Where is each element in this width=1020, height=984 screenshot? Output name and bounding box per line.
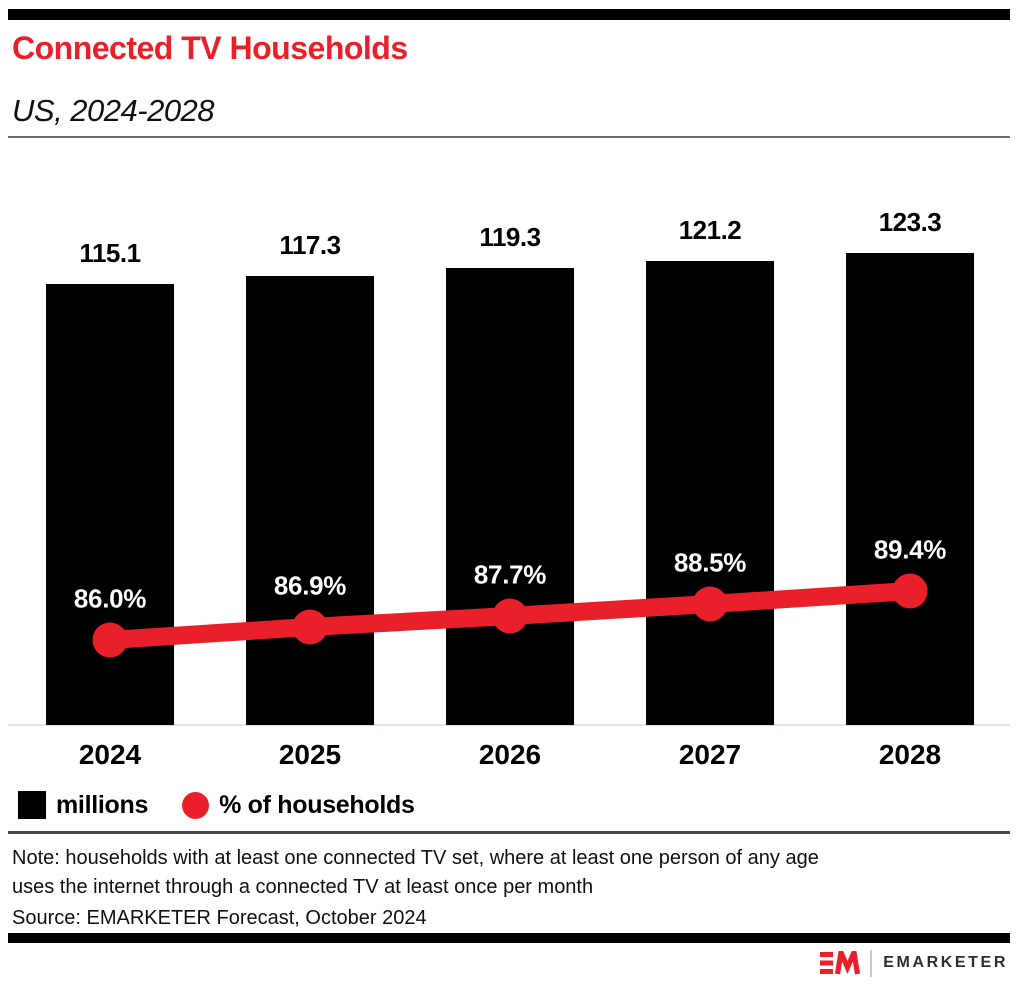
x-axis-label: 2025 — [278, 739, 342, 770]
bar-value-label: 119.3 — [479, 222, 541, 252]
line-point-label: 86.9% — [273, 570, 347, 601]
header-divider — [8, 136, 1010, 138]
bar-value-label: 115.1 — [79, 238, 141, 268]
brand-footer: EMARKETER — [820, 948, 1008, 978]
bar-2028 — [846, 253, 974, 725]
chart-legend: millions % of households — [18, 790, 415, 820]
line-point-label: 87.7% — [473, 559, 547, 590]
bar-2026 — [446, 268, 574, 725]
chart-source: Source: EMARKETER Forecast, October 2024 — [12, 907, 427, 929]
emarketer-logo-icon — [820, 951, 861, 975]
chart-note: Note: households with at least one conne… — [12, 844, 819, 902]
brand-wordmark: EMARKETER — [883, 954, 1008, 971]
legend-label-millions: millions — [56, 790, 149, 819]
page-subtitle: US, 2024-2028 — [12, 93, 215, 128]
bar-2024 — [46, 284, 174, 725]
logo-divider — [870, 949, 873, 977]
bar-value-label: 123.3 — [878, 207, 942, 237]
x-axis-label: 2028 — [878, 739, 942, 770]
bar-2025 — [246, 276, 374, 725]
note-line-2: uses the internet through a connected TV… — [12, 876, 594, 898]
legend-label-percent: % of households — [219, 790, 415, 819]
bar-value-label: 121.2 — [678, 215, 742, 245]
note-line-1: Note: households with at least one conne… — [12, 847, 819, 869]
x-axis-label: 2024 — [78, 739, 142, 770]
footer-divider — [8, 831, 1010, 834]
line-point-label: 88.5% — [673, 547, 747, 578]
bar-2027 — [646, 261, 774, 725]
top-accent-bar — [8, 9, 1010, 20]
x-axis-label: 2027 — [678, 739, 742, 770]
page-title: Connected TV Households — [12, 30, 408, 66]
line-point-label: 89.4% — [873, 534, 947, 565]
x-axis-line — [8, 724, 1010, 726]
line-point-label: 86.0% — [73, 583, 147, 614]
red-circle-icon — [182, 791, 210, 819]
bar-value-label: 117.3 — [279, 230, 341, 260]
bottom-accent-bar — [8, 933, 1010, 943]
x-axis-label: 2026 — [478, 739, 542, 770]
black-square-icon — [18, 791, 46, 819]
